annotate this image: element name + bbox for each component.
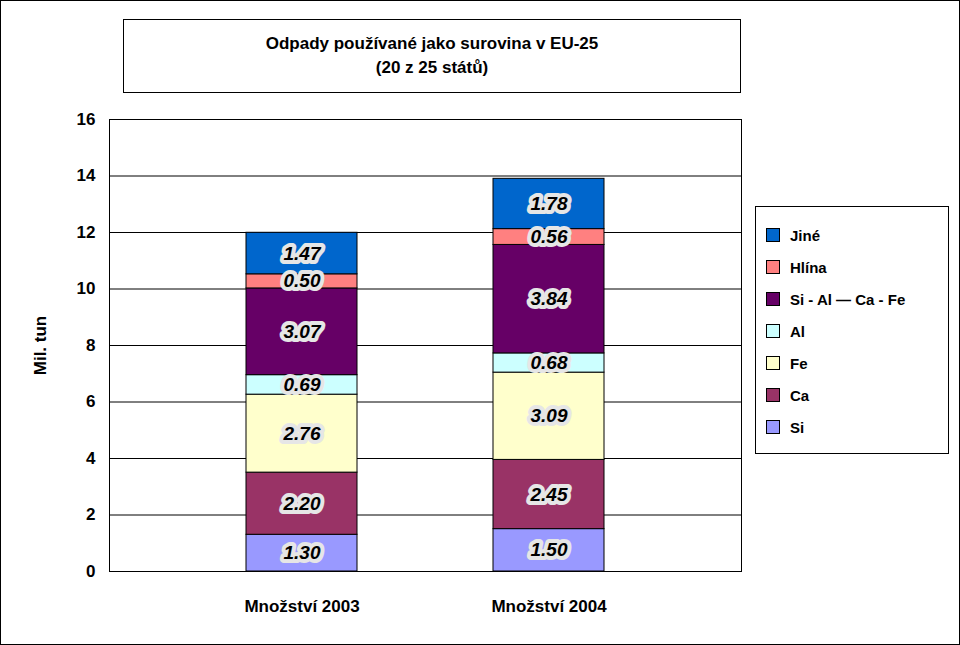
svg-text:6: 6 [86, 392, 95, 411]
svg-text:2.76: 2.76 [283, 423, 321, 444]
svg-text:2: 2 [86, 505, 95, 524]
svg-text:0: 0 [86, 562, 95, 581]
svg-text:3.07: 3.07 [284, 321, 322, 342]
html-text:(20 z 25 států): (20 z 25 států) [375, 58, 489, 77]
svg-text:0.69: 0.69 [284, 374, 321, 395]
svg-text:4: 4 [86, 449, 96, 468]
svg-text:1.30: 1.30 [284, 542, 321, 563]
html-text:Jiné: Jiné [790, 226, 820, 244]
svg-text:0.68: 0.68 [531, 352, 568, 373]
svg-text:10: 10 [77, 279, 96, 298]
svg-text:0.56: 0.56 [531, 226, 568, 247]
svg-text:3.09: 3.09 [531, 405, 568, 426]
svg-text:3.84: 3.84 [531, 288, 568, 309]
svg-text:Množství 2003: Množství 2003 [244, 597, 359, 616]
svg-text:1.47: 1.47 [284, 243, 322, 264]
svg-text:1.78: 1.78 [531, 193, 568, 214]
svg-text:Množství 2004: Množství 2004 [491, 597, 607, 616]
svg-text:0.50: 0.50 [284, 270, 321, 291]
svg-text:8: 8 [86, 336, 95, 355]
html-text:Si - Al — Ca - Fe: Si - Al — Ca - Fe [790, 290, 906, 308]
html-text:Hlína: Hlína [790, 258, 827, 276]
html-text:Ca: Ca [790, 386, 810, 404]
svg-text:16: 16 [77, 113, 96, 129]
svg-text:12: 12 [77, 223, 96, 242]
svg-text:Mil. tun: Mil. tun [31, 316, 50, 375]
svg-text:14: 14 [77, 166, 96, 185]
svg-text:2.45: 2.45 [530, 484, 568, 505]
html-text:Al: Al [790, 322, 805, 340]
html-text:Fe: Fe [790, 354, 808, 372]
html-text:Si: Si [790, 418, 805, 436]
svg-text:1.50: 1.50 [531, 539, 568, 560]
svg-text:2.20: 2.20 [283, 493, 321, 514]
html-text:Odpady používané jako surovina: Odpady používané jako surovina v EU-25 [265, 34, 599, 53]
